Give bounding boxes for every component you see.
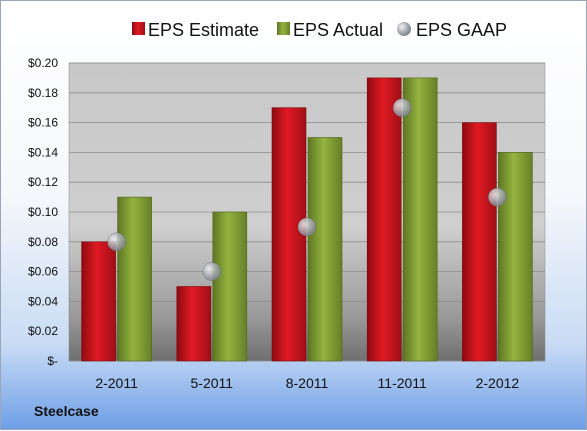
x-axis-categories: 2-2011 5-2011 8-2011 11-2011 2-2012 bbox=[95, 375, 519, 391]
y-axis-ticks: $- $0.02 $0.04 $0.06 $0.08 $0.10 $0.12 $0.14 $0.… bbox=[28, 56, 58, 368]
x-category-label: 8-2011 bbox=[286, 375, 329, 391]
legend-item-eps-estimate: EPS Estimate bbox=[132, 20, 259, 40]
x-category-label: 2-2012 bbox=[476, 375, 520, 391]
x-category-label: 11-2011 bbox=[378, 375, 428, 391]
y-tick-label: $- bbox=[47, 354, 58, 368]
bars bbox=[81, 77, 533, 362]
estimate-bar bbox=[366, 77, 402, 362]
legend-swatch-estimate bbox=[132, 22, 145, 35]
x-category-label: 2-2011 bbox=[95, 375, 138, 391]
legend-label-gaap: EPS GAAP bbox=[416, 20, 507, 40]
estimate-bar bbox=[176, 286, 212, 362]
y-tick-label: $0.12 bbox=[28, 175, 58, 189]
y-tick-label: $0.02 bbox=[28, 324, 58, 338]
legend-label-actual: EPS Actual bbox=[293, 20, 383, 40]
legend-label-estimate: EPS Estimate bbox=[148, 20, 259, 40]
y-tick-label: $0.08 bbox=[28, 235, 58, 249]
gaap-point bbox=[107, 232, 126, 252]
y-tick-label: $0.18 bbox=[28, 86, 58, 100]
gaap-point bbox=[202, 262, 222, 281]
actual-bar bbox=[498, 152, 533, 362]
y-tick-label: $0.16 bbox=[28, 116, 58, 130]
legend-swatch-actual bbox=[277, 22, 290, 35]
estimate-bar bbox=[462, 122, 497, 362]
gaap-points bbox=[107, 98, 507, 281]
y-tick-label: $0.20 bbox=[28, 56, 58, 70]
legend-item-eps-gaap: EPS GAAP bbox=[397, 20, 507, 40]
actual-bar bbox=[307, 137, 343, 362]
gaap-point bbox=[392, 98, 412, 117]
y-tick-label: $0.06 bbox=[28, 265, 58, 279]
company-name: Steelcase bbox=[34, 403, 99, 419]
legend: EPS Estimate EPS Actual EPS GAAP bbox=[132, 20, 507, 40]
x-category-label: 5-2011 bbox=[191, 375, 234, 391]
gaap-point bbox=[488, 187, 507, 207]
y-tick-label: $0.14 bbox=[28, 145, 58, 159]
y-tick-label: $0.10 bbox=[28, 205, 58, 219]
actual-bar bbox=[402, 77, 438, 362]
actual-bar bbox=[117, 196, 152, 362]
legend-item-eps-actual: EPS Actual bbox=[277, 20, 383, 40]
estimate-bar bbox=[81, 241, 116, 362]
y-tick-label: $0.04 bbox=[28, 294, 58, 308]
legend-swatch-gaap bbox=[397, 22, 411, 36]
estimate-bar bbox=[271, 107, 307, 362]
actual-bar bbox=[212, 211, 248, 362]
gaap-point bbox=[297, 217, 317, 237]
